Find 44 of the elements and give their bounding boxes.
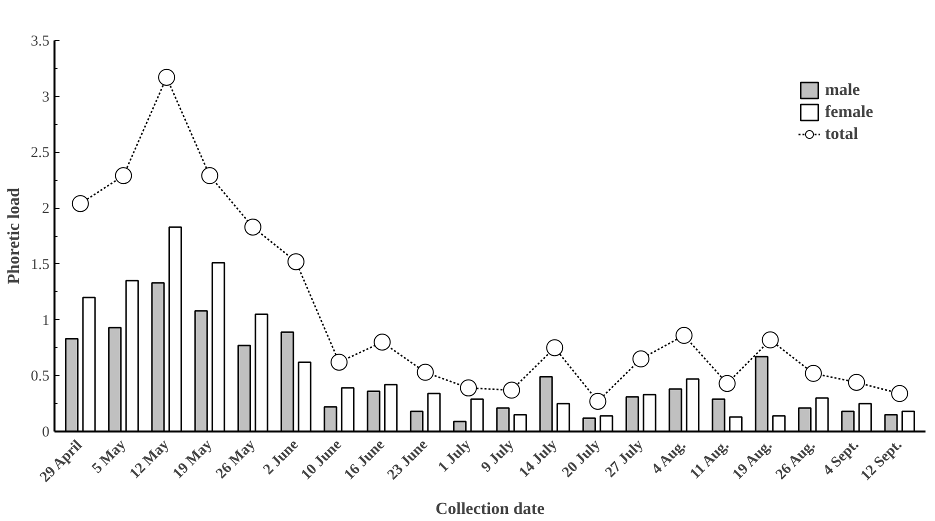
point bbox=[244, 218, 262, 236]
y-tick-label: 1 bbox=[42, 312, 50, 329]
x-tick-label: 14 July bbox=[516, 436, 561, 481]
legend-label: male bbox=[825, 80, 861, 100]
point bbox=[891, 385, 908, 402]
point bbox=[676, 326, 693, 344]
point bbox=[287, 253, 304, 270]
x-tick-label: 26 May bbox=[213, 436, 259, 482]
legend-label: total bbox=[825, 124, 860, 144]
y-tick-label: 0 bbox=[42, 424, 50, 440]
point bbox=[718, 374, 736, 392]
x-tick-label: 12 May bbox=[127, 436, 173, 482]
y-tick-label: 2.5 bbox=[30, 145, 50, 162]
point bbox=[546, 339, 564, 356]
point bbox=[632, 350, 650, 368]
point bbox=[460, 379, 477, 396]
x-tick-label: 19 May bbox=[170, 436, 216, 482]
point bbox=[72, 195, 89, 212]
y-tick-label: 0.5 bbox=[30, 368, 50, 385]
point bbox=[374, 334, 391, 351]
y-tick-label: 2 bbox=[42, 201, 50, 218]
point bbox=[330, 354, 348, 371]
x-tick-label: 11 Aug. bbox=[687, 437, 732, 482]
point bbox=[848, 374, 866, 391]
x-axis-title: Collection date bbox=[435, 499, 545, 518]
x-tick-label: 1 July bbox=[435, 436, 474, 476]
y-tick-label: 3 bbox=[42, 89, 50, 106]
x-tick-label: 5 May bbox=[89, 436, 130, 477]
y-tick-label: 1.5 bbox=[30, 256, 50, 273]
point bbox=[158, 68, 176, 86]
y-tick-label: 3.5 bbox=[30, 34, 50, 50]
point bbox=[804, 364, 822, 382]
point bbox=[416, 364, 434, 381]
x-tick-label: 20 July bbox=[559, 436, 604, 481]
y-axis-title: Phoretic load bbox=[4, 187, 23, 284]
x-tick-label: 4 Aug. bbox=[648, 437, 690, 478]
x-tick-label: 9 July bbox=[478, 436, 518, 476]
point bbox=[503, 382, 520, 399]
point bbox=[589, 392, 606, 410]
point bbox=[114, 167, 132, 184]
legend-label: female bbox=[825, 102, 874, 122]
x-tick-label: 27 July bbox=[602, 436, 647, 481]
point bbox=[201, 167, 218, 184]
point bbox=[762, 331, 779, 348]
